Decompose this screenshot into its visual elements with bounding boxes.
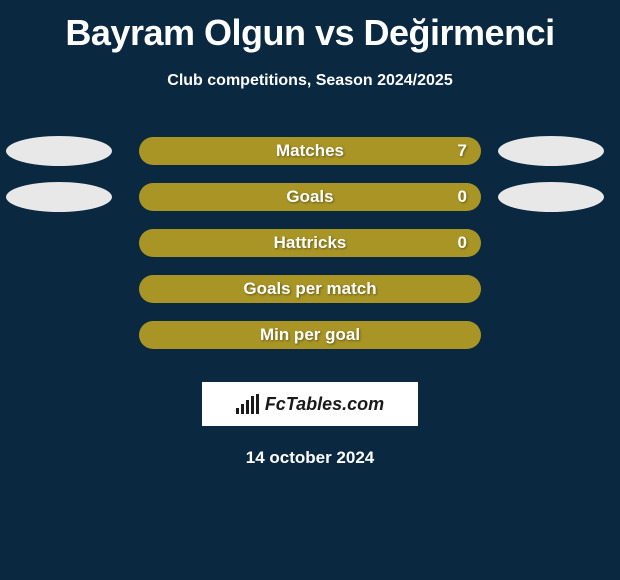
stat-bar: Matches 7: [139, 137, 481, 165]
stat-label: Min per goal: [139, 325, 481, 345]
chart-icon: [236, 394, 259, 414]
player-right-ellipse: [498, 136, 604, 166]
stat-value-right: 0: [458, 187, 467, 207]
stats-area: Matches 7 Goals 0 Hattricks 0 Goals per …: [0, 128, 620, 358]
player-right-ellipse: [498, 182, 604, 212]
stat-bar: Goals per match: [139, 275, 481, 303]
stat-row-goals-per-match: Goals per match: [0, 266, 620, 312]
stat-label: Goals: [139, 187, 481, 207]
stat-row-matches: Matches 7: [0, 128, 620, 174]
stat-row-goals: Goals 0: [0, 174, 620, 220]
stat-bar: Goals 0: [139, 183, 481, 211]
logo-text: FcTables.com: [265, 394, 384, 415]
subtitle: Club competitions, Season 2024/2025: [0, 72, 620, 90]
stat-label: Hattricks: [139, 233, 481, 253]
page-title: Bayram Olgun vs Değirmenci: [0, 0, 620, 54]
stat-label: Goals per match: [139, 279, 481, 299]
player-left-ellipse: [6, 182, 112, 212]
stat-value-right: 0: [458, 233, 467, 253]
stat-row-hattricks: Hattricks 0: [0, 220, 620, 266]
stat-label: Matches: [139, 141, 481, 161]
logo-box: FcTables.com: [202, 382, 418, 426]
stat-bar: Min per goal: [139, 321, 481, 349]
logo: FcTables.com: [236, 394, 384, 415]
player-left-ellipse: [6, 136, 112, 166]
stat-value-right: 7: [458, 141, 467, 161]
date-text: 14 october 2024: [0, 448, 620, 468]
stat-row-min-per-goal: Min per goal: [0, 312, 620, 358]
stat-bar: Hattricks 0: [139, 229, 481, 257]
